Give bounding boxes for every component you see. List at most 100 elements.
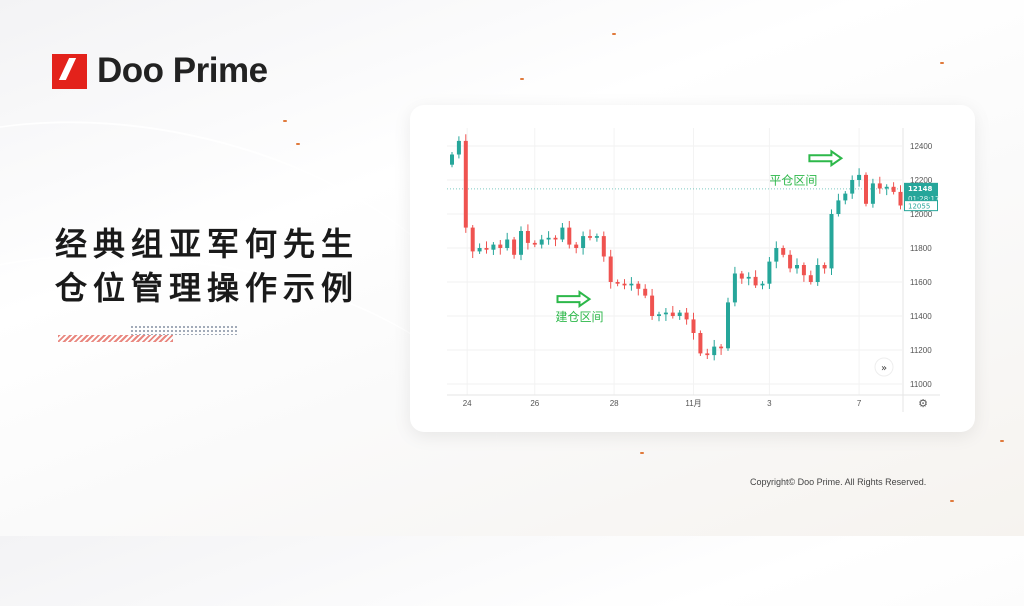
y-tick-label: 11000 bbox=[910, 380, 932, 389]
candle-body bbox=[808, 275, 813, 282]
candle-body bbox=[505, 239, 510, 248]
copyright: Copyright© Doo Prime. All Rights Reserve… bbox=[750, 477, 927, 487]
candle-body bbox=[677, 312, 682, 316]
candle-body bbox=[705, 353, 710, 356]
confetti bbox=[296, 143, 300, 145]
confetti bbox=[283, 120, 287, 122]
candlestick-chart: 12400 12200 12000 11800 11600 11400 11200 11000… bbox=[447, 128, 940, 412]
decorative-stripe bbox=[58, 335, 173, 342]
candle-body bbox=[795, 265, 799, 269]
y-tick-label: 11400 bbox=[910, 312, 932, 321]
candle-body bbox=[788, 254, 793, 269]
candle-body bbox=[684, 312, 689, 320]
secondary-price-badge bbox=[904, 200, 938, 212]
candle-body bbox=[663, 312, 668, 315]
y-tick-label: 11600 bbox=[910, 278, 932, 287]
candle-body bbox=[560, 227, 565, 240]
arrow-right-icon bbox=[808, 149, 844, 168]
candle-body bbox=[898, 191, 903, 206]
candle-body bbox=[512, 239, 517, 255]
settings-gear-icon[interactable]: ⚙ bbox=[918, 397, 928, 410]
countdown-label: 01:28:17 bbox=[908, 195, 939, 203]
double-chevron-right-icon: » bbox=[881, 363, 887, 374]
x-tick-label: 11月 bbox=[685, 399, 701, 408]
candle-body bbox=[857, 174, 862, 180]
candle-body bbox=[608, 256, 613, 282]
candle-body bbox=[870, 183, 875, 204]
x-tick-label: 26 bbox=[530, 399, 539, 408]
candle-body bbox=[836, 200, 841, 214]
candle-body bbox=[477, 248, 482, 252]
candle-body bbox=[719, 346, 724, 349]
brand-name: Doo Prime bbox=[97, 51, 268, 90]
candle-body bbox=[884, 186, 889, 189]
candle-body bbox=[781, 248, 786, 255]
candle-body bbox=[636, 283, 641, 289]
candle-body bbox=[801, 265, 806, 276]
candle-body bbox=[470, 227, 475, 252]
candle-body bbox=[594, 236, 599, 238]
candle-body bbox=[829, 214, 834, 269]
candle-body bbox=[519, 231, 523, 255]
candle-body bbox=[491, 244, 496, 250]
annotation-label: 建仓区间 bbox=[556, 310, 604, 324]
candle-body bbox=[712, 346, 717, 356]
candle-body bbox=[574, 244, 579, 248]
brand-logo: Doo Prime bbox=[52, 51, 268, 91]
arrow-right-icon bbox=[556, 290, 592, 309]
confetti bbox=[1000, 440, 1004, 442]
candle-body bbox=[553, 237, 558, 240]
scroll-to-latest-button[interactable] bbox=[874, 357, 894, 377]
candle-body bbox=[650, 295, 655, 316]
candle-body bbox=[463, 140, 468, 228]
candle-body bbox=[588, 236, 592, 238]
candle-body bbox=[567, 227, 572, 245]
candle-body bbox=[450, 154, 454, 165]
candle-body bbox=[760, 283, 765, 286]
candle-body bbox=[739, 273, 744, 279]
candle-body bbox=[615, 282, 620, 284]
headline-line2: 仓位管理操作示例 bbox=[55, 269, 360, 307]
candle-body bbox=[815, 265, 820, 282]
headline: 经典组亚军何先生 仓位管理操作示例 bbox=[55, 222, 359, 310]
x-tick-label: 28 bbox=[610, 399, 619, 408]
candle-body bbox=[525, 231, 530, 243]
candle-body bbox=[670, 312, 675, 316]
candle-body bbox=[843, 193, 848, 201]
candle-body bbox=[864, 174, 868, 204]
candle-body bbox=[601, 236, 606, 257]
logo-mark-icon bbox=[52, 53, 87, 89]
confetti bbox=[940, 62, 944, 64]
secondary-price-label: 12055 bbox=[908, 203, 930, 211]
chart-card bbox=[410, 105, 975, 432]
candle-body bbox=[456, 140, 461, 155]
confetti bbox=[950, 500, 954, 502]
candle-body bbox=[753, 276, 758, 286]
candle-body bbox=[850, 180, 855, 194]
candle-body bbox=[581, 236, 586, 248]
current-price-badge bbox=[904, 182, 938, 205]
confetti bbox=[520, 78, 524, 80]
candle-body bbox=[622, 283, 627, 286]
candle-body bbox=[877, 183, 882, 189]
candle-body bbox=[629, 283, 634, 286]
candle-body bbox=[484, 248, 489, 250]
confetti bbox=[640, 452, 644, 454]
y-tick-label: 12400 bbox=[910, 142, 933, 151]
candle-body bbox=[698, 333, 703, 354]
y-tick-label: 12000 bbox=[910, 210, 933, 219]
y-tick-label: 12200 bbox=[910, 176, 933, 185]
y-tick-label: 11800 bbox=[910, 244, 932, 253]
candle-body bbox=[726, 302, 730, 349]
candle-body bbox=[532, 242, 537, 245]
candle-body bbox=[732, 273, 737, 303]
candle-body bbox=[539, 239, 544, 245]
candle-body bbox=[822, 265, 827, 269]
candle-body bbox=[774, 248, 779, 262]
x-tick-label: 7 bbox=[857, 399, 862, 408]
decorative-dots bbox=[130, 325, 238, 335]
candle-body bbox=[546, 237, 551, 240]
candle-body bbox=[746, 276, 751, 279]
current-price-label: 12148 bbox=[908, 185, 932, 193]
annotation-label: 平仓区间 bbox=[769, 173, 817, 187]
